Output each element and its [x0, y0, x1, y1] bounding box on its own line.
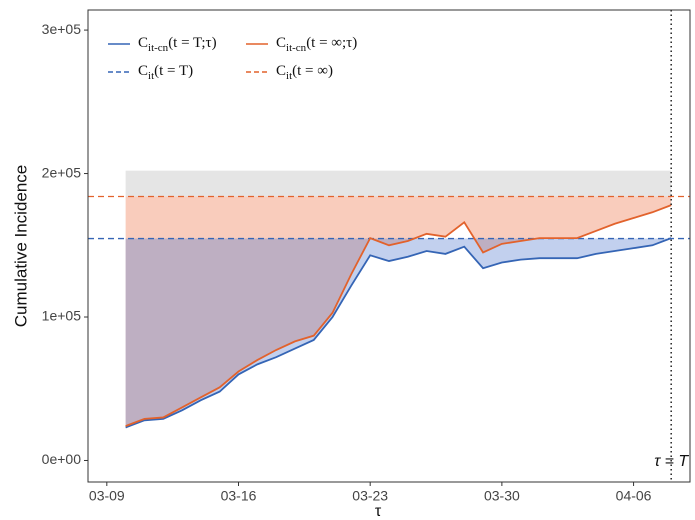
x-tick-label: 04-06	[616, 488, 652, 504]
legend-label: Cit-cn(t = T;τ)	[138, 35, 217, 53]
x-axis-label: τ	[375, 503, 382, 520]
legend-text: it	[286, 70, 292, 82]
y-tick-label: 0e+00	[42, 451, 82, 467]
x-tick-label: 03-16	[221, 488, 257, 504]
legend-text: it	[148, 70, 154, 82]
y-tick-label: 1e+05	[42, 308, 82, 324]
line	[125, 237, 672, 429]
y-tick-label: 3e+05	[42, 21, 82, 37]
plot-frame	[87, 9, 691, 483]
legend-text: it-cn	[148, 42, 169, 54]
x-tick-label: 03-23	[352, 488, 388, 504]
legend-text: C	[138, 63, 148, 79]
legend-text: (t = ∞)	[292, 63, 333, 79]
y-tick-label: 2e+05	[42, 164, 82, 180]
legend-text: it-cn	[286, 42, 307, 54]
legend-text: (t = T;τ)	[168, 35, 216, 51]
y-axis-label: Cumulative Incidence	[11, 165, 30, 328]
legend-text: C	[276, 35, 286, 51]
legend-text: C	[138, 35, 148, 51]
legend-text: C	[276, 63, 286, 79]
vline-label: τ = T	[654, 453, 689, 470]
area	[125, 238, 672, 428]
x-tick-label: 03-30	[484, 488, 520, 504]
x-tick-label: 03-09	[89, 488, 125, 504]
legend-text: (t = ∞;τ)	[306, 35, 357, 51]
line	[125, 204, 672, 427]
legend-label: Cit(t = T)	[138, 63, 193, 81]
legend-text: (t = T)	[154, 63, 193, 79]
legend-label: Cit(t = ∞)	[276, 63, 333, 81]
area	[125, 196, 672, 427]
legend-label: Cit-cn(t = ∞;τ)	[276, 35, 357, 53]
band	[125, 170, 672, 197]
